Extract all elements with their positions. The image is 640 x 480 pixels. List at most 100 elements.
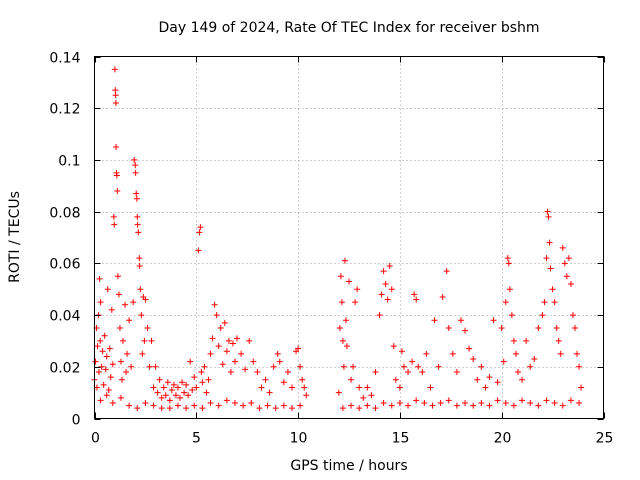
data-point [453,402,460,409]
data-point [551,399,558,406]
data-point [544,208,551,215]
data-point [128,363,135,370]
data-point [199,379,206,386]
data-point [270,363,277,370]
data-point [336,325,343,331]
data-point [555,337,562,344]
data-point [97,337,104,344]
data-point [148,337,155,344]
data-point [382,281,389,288]
data-point [266,389,273,396]
data-point [535,325,542,331]
data-point [419,368,426,375]
data-point [380,268,387,275]
data-point [346,278,352,285]
data-point [114,273,121,280]
scatter-points [91,66,585,412]
data-point [376,312,383,319]
data-point [142,399,149,406]
y-tick-label: 0.14 [49,51,80,67]
data-point [139,350,146,357]
data-point [102,366,109,373]
data-point [559,244,566,251]
data-point [109,399,116,406]
data-point [421,399,428,406]
data-point [196,229,203,236]
data-point [462,327,469,334]
data-point [207,350,214,357]
data-point [409,358,416,365]
data-point [527,399,534,406]
data-point [138,312,145,319]
data-point [297,363,304,370]
data-point [264,402,271,409]
data-point [103,353,110,360]
x-tick-label: 5 [192,431,201,447]
data-point [160,384,167,391]
y-tick-label: 0 [72,413,81,429]
data-point [567,397,574,404]
data-point [130,299,137,306]
y-tick-label: 0.08 [49,206,80,222]
data-point [449,350,456,357]
data-point [113,144,120,150]
data-point [150,384,157,391]
x-tick-label: 10 [290,431,308,447]
data-point [112,100,119,107]
data-point [103,392,110,399]
data-point [213,312,220,319]
x-tick-label: 25 [596,431,614,447]
data-point [109,361,116,368]
data-point [527,363,534,370]
data-point [162,392,169,399]
data-point [209,335,216,342]
data-point [427,384,434,391]
data-point [574,350,581,357]
data-point [288,384,295,391]
data-point [105,387,112,394]
data-point [569,312,576,319]
data-point [519,376,526,383]
data-point [356,405,363,412]
data-point [137,286,144,293]
data-point [343,343,350,350]
data-point [342,317,349,324]
data-point [338,299,345,306]
data-point [219,361,226,368]
data-point [156,376,163,383]
data-point [457,317,464,324]
data-point [563,273,570,280]
y-tick-label: 0.12 [49,102,80,118]
data-point [364,384,371,391]
data-point [108,306,115,313]
data-point [356,384,363,391]
data-point [170,381,177,388]
data-point [189,387,196,394]
data-point [142,296,149,303]
data-point [126,402,133,409]
data-point [512,350,519,357]
data-point [470,356,477,363]
data-point [116,325,123,331]
data-point [104,286,111,293]
data-point [134,405,141,412]
y-tick-label: 0.04 [49,309,80,325]
data-point [405,368,412,375]
data-point [205,376,212,383]
data-point [535,402,542,409]
data-point [413,397,420,404]
data-point [183,381,190,388]
data-point [519,397,526,404]
data-point [466,345,473,352]
data-point [123,368,130,375]
data-point [508,312,515,319]
data-point [242,366,249,373]
data-point [187,358,194,365]
data-point [134,221,141,228]
axis-ticks [94,56,605,420]
data-point [174,384,181,391]
data-point [435,363,442,370]
data-point [133,190,140,197]
data-point [185,392,192,399]
